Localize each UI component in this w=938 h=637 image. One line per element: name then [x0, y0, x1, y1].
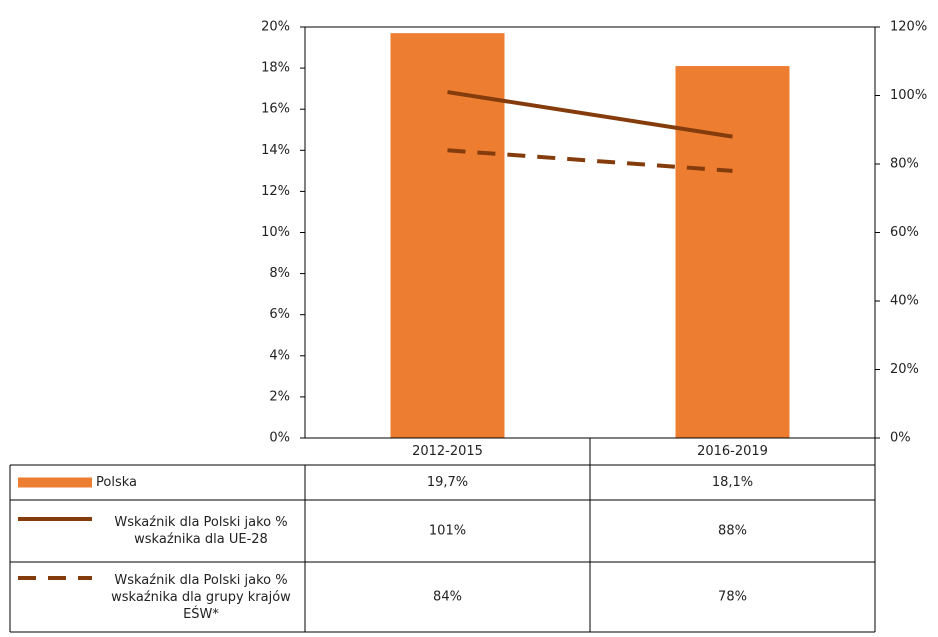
y-tick-label: 6%	[269, 307, 290, 322]
y2-tick-label: 80%	[890, 157, 919, 172]
x-tick-label: 2016-2019	[697, 444, 768, 459]
line	[447, 148, 733, 173]
y-tick-label: 20%	[261, 20, 290, 35]
y-tick-label: 12%	[261, 184, 290, 199]
y2-tick-label: 0%	[890, 431, 911, 446]
value-label: 101%	[429, 524, 466, 539]
y2-tick-label: 100%	[890, 88, 927, 103]
y2-tick-label: 120%	[890, 20, 927, 35]
x-tick-label: 2012-2015	[412, 444, 483, 459]
y-tick-label: 4%	[269, 348, 290, 363]
legend-label: Wskaźnik dla Polski jako % wskaźnika dla…	[111, 572, 291, 622]
line	[447, 90, 733, 139]
y-tick-label: 2%	[269, 389, 290, 404]
value-label: 18,1%	[712, 475, 753, 490]
value-label: 88%	[718, 524, 747, 539]
bar	[675, 66, 790, 439]
legend-label: Wskaźnik dla Polski jako % wskaźnika dla…	[114, 515, 288, 547]
y-tick-label: 10%	[261, 225, 290, 240]
y-tick-label: 8%	[269, 266, 290, 281]
plot-frame	[304, 26, 876, 439]
value-label: 19,7%	[427, 475, 468, 490]
y2-tick-label: 40%	[890, 294, 919, 309]
legend-label: Polska	[96, 474, 137, 490]
y2-tick-label: 20%	[890, 362, 919, 377]
bar	[390, 33, 505, 438]
y-tick-label: 18%	[261, 61, 290, 76]
value-label: 84%	[433, 590, 462, 605]
y-tick-label: 0%	[269, 431, 290, 446]
y-tick-label: 16%	[261, 102, 290, 117]
y2-tick-label: 60%	[890, 225, 919, 240]
y-tick-label: 14%	[261, 143, 290, 158]
legend-key	[18, 477, 92, 488]
value-label: 78%	[718, 590, 747, 605]
